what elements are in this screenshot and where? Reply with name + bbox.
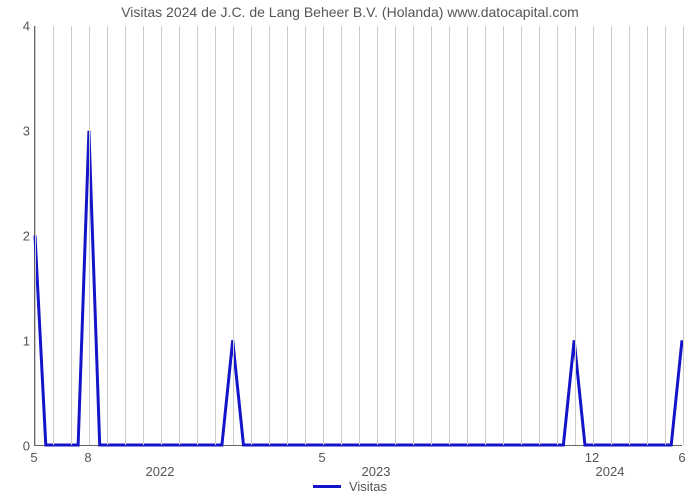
x-year-label: 2022 <box>146 464 175 479</box>
grid-line-v <box>395 26 396 445</box>
grid-line-v <box>233 26 234 445</box>
plot-area <box>34 26 682 446</box>
grid-line-v <box>125 26 126 445</box>
legend-swatch <box>313 485 341 488</box>
grid-line-v <box>161 26 162 445</box>
y-tick-label: 4 <box>6 19 30 34</box>
grid-line-v <box>449 26 450 445</box>
grid-line-v <box>647 26 648 445</box>
x-tick-label: 8 <box>84 450 91 465</box>
legend: Visitas <box>0 478 700 494</box>
grid-line-v <box>557 26 558 445</box>
chart-title: Visitas 2024 de J.C. de Lang Beheer B.V.… <box>0 4 700 20</box>
x-tick-label: 12 <box>585 450 599 465</box>
grid-line-v <box>53 26 54 445</box>
x-tick-label: 6 <box>678 450 685 465</box>
grid-line-v <box>629 26 630 445</box>
grid-line-v <box>683 26 684 445</box>
grid-line-v <box>251 26 252 445</box>
grid-line-v <box>179 26 180 445</box>
grid-line-v <box>71 26 72 445</box>
grid-line-v <box>197 26 198 445</box>
grid-line-v <box>377 26 378 445</box>
y-tick-label: 3 <box>6 124 30 139</box>
grid-line-v <box>539 26 540 445</box>
x-year-label: 2024 <box>596 464 625 479</box>
grid-line-v <box>521 26 522 445</box>
grid-line-v <box>287 26 288 445</box>
grid-line-v <box>503 26 504 445</box>
grid-line-v <box>359 26 360 445</box>
grid-line-v <box>611 26 612 445</box>
legend-label: Visitas <box>349 479 387 494</box>
grid-line-v <box>107 26 108 445</box>
grid-line-v <box>485 26 486 445</box>
grid-line-v <box>593 26 594 445</box>
grid-line-v <box>575 26 576 445</box>
grid-line-v <box>305 26 306 445</box>
x-tick-label: 5 <box>318 450 325 465</box>
grid-line-v <box>413 26 414 445</box>
grid-line-v <box>323 26 324 445</box>
grid-line-v <box>341 26 342 445</box>
grid-line-v <box>431 26 432 445</box>
grid-line-v <box>35 26 36 445</box>
y-tick-label: 0 <box>6 439 30 454</box>
grid-line-v <box>89 26 90 445</box>
grid-line-v <box>143 26 144 445</box>
x-year-label: 2023 <box>362 464 391 479</box>
chart-container: Visitas 2024 de J.C. de Lang Beheer B.V.… <box>0 0 700 500</box>
x-tick-label: 5 <box>30 450 37 465</box>
grid-line-v <box>467 26 468 445</box>
grid-line-v <box>269 26 270 445</box>
grid-line-v <box>665 26 666 445</box>
grid-line-v <box>215 26 216 445</box>
y-tick-label: 1 <box>6 334 30 349</box>
y-tick-label: 2 <box>6 229 30 244</box>
